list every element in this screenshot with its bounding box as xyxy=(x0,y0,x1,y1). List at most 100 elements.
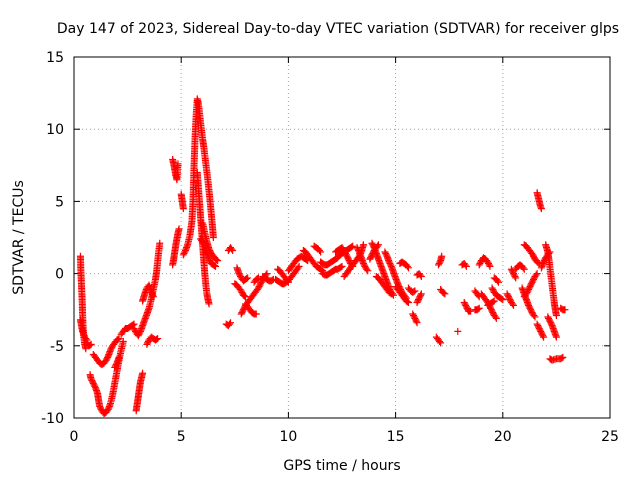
data-point xyxy=(386,289,394,297)
chart-title: Day 147 of 2023, Sidereal Day-to-day VTE… xyxy=(57,21,619,37)
data-point xyxy=(337,263,345,271)
data-point xyxy=(530,311,538,319)
data-point xyxy=(411,287,419,295)
data-point xyxy=(404,264,412,272)
data-point xyxy=(213,256,221,264)
data-point xyxy=(210,262,218,270)
data-point xyxy=(461,261,469,269)
data-point xyxy=(318,266,326,274)
data-point xyxy=(364,267,372,275)
data-point xyxy=(228,245,236,253)
data-point xyxy=(510,301,518,309)
data-point xyxy=(467,307,475,315)
data-point xyxy=(317,248,325,256)
data-point xyxy=(416,271,424,279)
data-point xyxy=(493,277,501,285)
data-point xyxy=(295,262,303,270)
data-point xyxy=(225,320,233,328)
data-point xyxy=(227,319,235,327)
data-point xyxy=(552,311,560,319)
data-point xyxy=(474,305,482,313)
data-point xyxy=(440,289,448,297)
data-point xyxy=(437,339,445,347)
data-point xyxy=(412,317,420,325)
data-point xyxy=(87,340,95,348)
data-point xyxy=(492,314,500,322)
data-point xyxy=(212,262,220,270)
data-point xyxy=(532,271,540,279)
data-point xyxy=(149,293,157,301)
data-point xyxy=(534,259,542,267)
data-point xyxy=(512,274,520,282)
data-point xyxy=(552,333,560,341)
data-point xyxy=(508,300,516,308)
y-tick-label: 0 xyxy=(55,267,64,283)
plot-frame xyxy=(73,56,611,419)
data-point xyxy=(531,313,539,321)
data-point xyxy=(537,205,545,213)
data-point xyxy=(294,264,302,272)
data-point xyxy=(338,262,346,270)
x-tick-label: 15 xyxy=(387,429,405,445)
data-point xyxy=(174,160,182,168)
data-point xyxy=(253,275,261,283)
data-point xyxy=(495,278,503,286)
x-tick-label: 5 xyxy=(177,429,186,445)
data-point xyxy=(417,290,425,298)
data-point xyxy=(404,298,412,306)
data-point xyxy=(115,353,123,361)
y-tick-label: 10 xyxy=(46,122,64,138)
data-point xyxy=(254,274,262,282)
data-point xyxy=(561,306,569,314)
data-point xyxy=(436,337,444,345)
data-point xyxy=(559,353,567,361)
data-point xyxy=(387,290,395,298)
data-point xyxy=(348,243,356,251)
data-point xyxy=(209,234,217,241)
data-point xyxy=(154,335,162,343)
x-tick-label: 25 xyxy=(601,429,619,445)
data-point xyxy=(175,225,183,233)
data-point xyxy=(252,310,260,318)
y-axis-label: SDTVAR / TECUs xyxy=(11,180,27,295)
data-point xyxy=(491,313,499,321)
data-point xyxy=(156,239,164,247)
data-point xyxy=(540,333,548,341)
data-point xyxy=(153,335,161,343)
data-point xyxy=(498,295,506,303)
y-tick-label: -10 xyxy=(41,411,64,427)
data-point xyxy=(558,354,566,362)
data-point xyxy=(119,337,127,345)
data-point xyxy=(363,265,371,273)
data-point xyxy=(179,205,187,213)
axis-ticks: 0 5 10 15 20 25 -10 -5 0 5 10 15 xyxy=(41,50,619,445)
data-point xyxy=(82,335,90,343)
data-point xyxy=(413,319,421,327)
data-point xyxy=(489,298,497,306)
data-point xyxy=(205,300,213,308)
data-point xyxy=(315,246,323,254)
data-point xyxy=(486,262,494,270)
data-point xyxy=(129,321,137,329)
data-point xyxy=(240,292,248,300)
y-tick-label: -5 xyxy=(50,339,64,355)
data-point xyxy=(114,335,122,343)
data-point xyxy=(214,257,222,265)
data-point xyxy=(519,264,527,272)
data-points xyxy=(76,95,569,418)
x-axis-label: GPS time / hours xyxy=(283,458,400,474)
data-point xyxy=(462,262,470,270)
data-point xyxy=(410,288,418,296)
data-point xyxy=(242,293,250,301)
data-point xyxy=(441,290,449,298)
data-point xyxy=(475,304,483,312)
data-point xyxy=(438,252,446,260)
data-point xyxy=(115,335,123,343)
data-point xyxy=(533,270,541,278)
data-point xyxy=(520,265,528,273)
data-point xyxy=(244,274,252,282)
y-tick-label: 5 xyxy=(55,194,64,210)
data-point xyxy=(139,369,147,377)
data-point xyxy=(403,262,411,270)
